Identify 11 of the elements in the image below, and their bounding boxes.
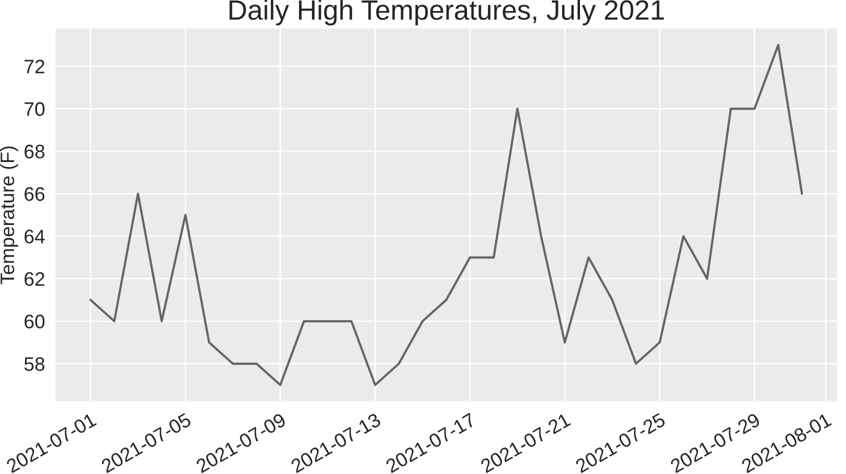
y-tick-label: 66 xyxy=(24,187,44,201)
chart-title: Daily High Temperatures, July 2021 xyxy=(230,0,664,26)
y-axis-title: Temperature (F) xyxy=(0,146,18,284)
y-tick-label: 58 xyxy=(24,357,44,371)
y-tick-label: 70 xyxy=(24,102,45,116)
y-tick-label: 72 xyxy=(24,60,44,74)
y-tick-label: 62 xyxy=(24,272,44,286)
y-tick-label: 68 xyxy=(24,144,44,158)
y-tick-label: 64 xyxy=(24,230,45,244)
y-tick-label: 60 xyxy=(24,314,45,328)
line-series xyxy=(89,44,804,386)
